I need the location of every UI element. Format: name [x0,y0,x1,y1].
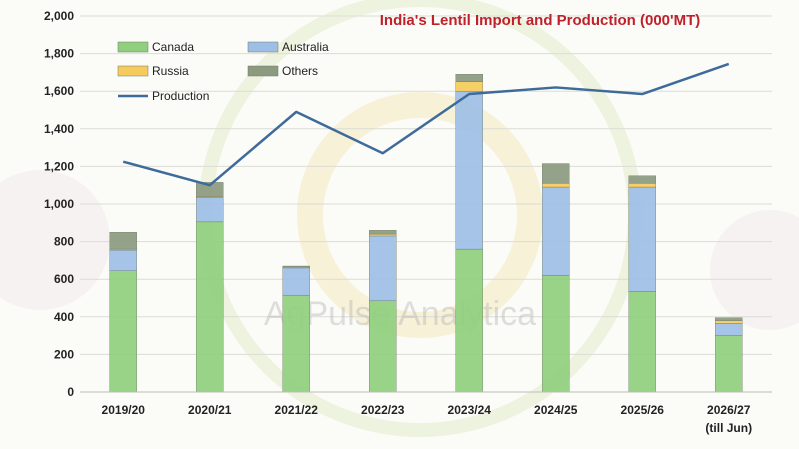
legend-swatch-russia [117,65,149,77]
bar-russia-3 [369,233,397,237]
y-tick-label: 400 [54,310,74,324]
production-line-layer [122,62,730,187]
bar-australia-1 [196,197,224,223]
x-tick-label: 2022/23 [361,403,405,417]
x-tick-label: 2026/27 [707,403,751,417]
y-axis: 0 200 400 600 800 1,000 1,200 1,400 1,600 1,800 2,… [44,9,74,399]
bar-others-1 [196,182,224,197]
x-tick-label: 2024/25 [534,403,578,417]
chart-title: India's Lentil Import and Production (00… [380,12,700,29]
x-tick-label: 2023/24 [448,403,492,417]
bar-canada-5 [542,275,570,393]
bar-australia-0 [109,249,137,271]
legend-label-production: Production [152,89,209,103]
bar-others-2 [282,265,310,268]
bar-australia-2 [282,267,310,296]
x-tick-label: 2019/20 [102,403,146,417]
production-line [122,62,730,187]
bar-australia-3 [369,235,397,302]
legend-label-canada: Canada [152,40,194,54]
y-tick-label: 600 [54,272,74,286]
x-tick-label: 2021/22 [275,403,319,417]
bar-russia-7 [715,320,743,324]
legend-label-russia: Russia [152,64,189,78]
bar-others-4 [455,74,483,82]
legend-swatch-others [247,65,279,77]
x-tick-label: 2025/26 [621,403,665,417]
bar-russia-6 [628,183,656,188]
bar-canada-1 [196,221,224,393]
y-tick-label: 0 [67,385,74,399]
bar-canada-2 [282,294,310,393]
y-tick-label: 1,200 [44,159,74,173]
bar-canada-4 [455,248,483,393]
y-tick-label: 1,600 [44,84,74,98]
y-tick-label: 800 [54,235,74,249]
legend-label-others: Others [282,64,318,78]
legend: Canada Australia Russia Others Production [117,40,329,103]
y-tick-label: 1,000 [44,197,74,211]
y-tick-label: 1,400 [44,122,74,136]
bar-canada-6 [628,291,656,393]
bar-australia-5 [542,186,570,276]
bar-australia-7 [715,323,743,336]
x-axis: 2019/20 2020/21 2021/22 2022/23 2023/24 2024/… [80,391,772,435]
bar-others-6 [628,175,656,184]
decor-blob-right [710,210,799,330]
decor-ring-inner [297,92,543,338]
bar-others-3 [369,230,397,235]
decor-ring-outer [198,0,642,437]
bar-australia-6 [628,186,656,292]
legend-swatch-canada [117,41,149,53]
decor-blob-left [0,170,110,310]
bar-russia-5 [542,183,570,188]
bar-others-0 [109,231,137,250]
gridlines [80,15,772,393]
bar-others-7 [715,317,743,321]
bar-others-5 [542,163,570,184]
bar-canada-7 [715,335,743,393]
y-tick-label: 200 [54,347,74,361]
x-tick-label: 2020/21 [188,403,232,417]
legend-swatch-australia [247,41,279,53]
x-tick-sublabel: (till Jun) [705,421,752,435]
y-tick-label: 2,000 [44,9,74,23]
bars [109,74,743,393]
bar-canada-3 [369,300,397,393]
bar-russia-4 [455,81,483,92]
y-tick-label: 1,800 [44,47,74,61]
bar-australia-4 [455,90,483,250]
bar-canada-0 [109,270,137,393]
legend-label-australia: Australia [282,40,329,54]
